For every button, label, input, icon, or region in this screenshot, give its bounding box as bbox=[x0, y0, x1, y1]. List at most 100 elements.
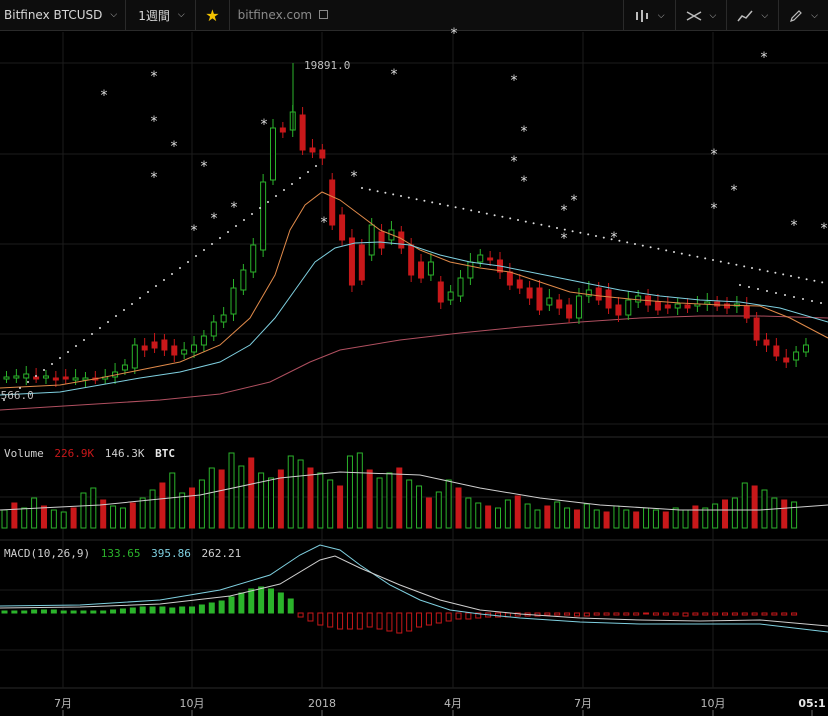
volume-bar bbox=[277, 469, 284, 529]
sar-dot bbox=[751, 267, 753, 269]
sar-dot bbox=[163, 279, 165, 281]
volume-bar bbox=[169, 472, 176, 529]
sar-dot bbox=[267, 201, 269, 203]
sar-dot bbox=[147, 291, 149, 293]
macd-bar bbox=[741, 612, 748, 616]
sar-dot bbox=[712, 259, 714, 261]
volume-bar bbox=[603, 511, 610, 529]
volume-bar bbox=[11, 502, 18, 529]
sar-dot bbox=[696, 255, 699, 258]
macd-bar bbox=[564, 612, 571, 616]
macd-bar bbox=[712, 612, 719, 616]
candle-body bbox=[654, 301, 661, 311]
pivot-star-marker: * bbox=[151, 170, 158, 186]
sar-dot bbox=[259, 207, 261, 209]
sar-dot bbox=[501, 215, 504, 218]
candle-body bbox=[704, 301, 711, 305]
sar-dot bbox=[407, 196, 410, 199]
sar-dot bbox=[195, 255, 197, 257]
macd-bar bbox=[672, 612, 679, 616]
macd-bar bbox=[1, 610, 8, 614]
candle-body bbox=[230, 287, 237, 315]
candle-body bbox=[72, 377, 79, 381]
chart-type-button[interactable]: ⌵ bbox=[622, 0, 675, 31]
fast-moving-average-line bbox=[0, 191, 828, 389]
macd-bar bbox=[346, 612, 353, 630]
compare-button[interactable]: ⌵ bbox=[674, 0, 727, 31]
candle-body bbox=[714, 301, 721, 307]
macd-bar bbox=[376, 612, 383, 630]
sar-dot bbox=[400, 195, 402, 197]
sar-dot bbox=[123, 309, 125, 311]
sar-dot bbox=[775, 292, 777, 294]
macd-bar bbox=[603, 612, 610, 616]
candle-body bbox=[625, 299, 632, 316]
macd-bar bbox=[416, 612, 423, 628]
candle-body bbox=[477, 254, 484, 263]
macd-bar bbox=[702, 612, 709, 616]
macd-bar bbox=[179, 606, 186, 614]
macd-bar bbox=[682, 612, 689, 617]
volume-bar bbox=[248, 457, 255, 529]
macd-bar bbox=[722, 612, 729, 616]
macd-bar bbox=[465, 612, 472, 620]
volume-bar bbox=[495, 507, 501, 529]
sar-dot bbox=[665, 249, 668, 252]
candle-body bbox=[793, 351, 800, 361]
volume-bar bbox=[425, 497, 432, 529]
long-moving-average-line bbox=[0, 315, 828, 411]
macd-bar bbox=[751, 612, 758, 616]
favorite-star-icon[interactable]: ★ bbox=[196, 0, 230, 31]
pivot-star-marker: * bbox=[351, 169, 358, 185]
sar-dot bbox=[649, 246, 652, 249]
volume-bar bbox=[238, 465, 245, 529]
volume-bar bbox=[40, 505, 47, 529]
candle-body bbox=[615, 304, 622, 316]
volume-bar bbox=[110, 505, 117, 529]
candle-body bbox=[566, 304, 573, 319]
macd-bar bbox=[633, 612, 640, 616]
sar-dot bbox=[107, 321, 109, 323]
sar-dot bbox=[368, 188, 371, 191]
sar-dot bbox=[139, 297, 141, 299]
volume-bar bbox=[554, 501, 561, 529]
volume-bar bbox=[1, 509, 8, 529]
sar-dot bbox=[579, 231, 582, 234]
candle-body bbox=[427, 261, 434, 276]
sar-dot bbox=[548, 225, 551, 228]
sar-dot bbox=[67, 351, 69, 353]
domain-link[interactable]: bitfinex.com bbox=[230, 0, 337, 31]
popout-icon bbox=[319, 9, 329, 19]
candle-body bbox=[220, 314, 227, 323]
macd-bar bbox=[652, 612, 659, 616]
drawing-tools-button[interactable]: ⌵ bbox=[778, 0, 828, 31]
sar-dot bbox=[415, 198, 418, 201]
volume-bar bbox=[613, 505, 620, 529]
sar-dot bbox=[563, 228, 566, 231]
volume-bar bbox=[406, 479, 413, 529]
pivot-star-marker: * bbox=[151, 69, 158, 85]
volume-bar bbox=[129, 502, 136, 529]
volume-bar bbox=[228, 452, 235, 529]
domain-label: bitfinex.com bbox=[237, 8, 313, 22]
indicators-button[interactable]: ⌵ bbox=[726, 0, 778, 31]
sar-dot bbox=[774, 271, 777, 274]
macd-bar bbox=[60, 610, 67, 614]
sar-dot bbox=[51, 363, 53, 365]
macd-bar bbox=[593, 612, 600, 616]
slow-moving-average-line bbox=[0, 241, 828, 396]
macd-bar bbox=[495, 612, 501, 618]
volume-bar bbox=[376, 477, 383, 529]
symbol-selector[interactable]: Bitfinex BTCUSD ⌵ bbox=[0, 0, 127, 31]
macd-bar bbox=[475, 612, 482, 619]
chevron-down-icon: ⌵ bbox=[110, 10, 118, 20]
candle-body bbox=[33, 376, 40, 380]
interval-selector[interactable]: 1週間 ⌵ bbox=[126, 0, 197, 31]
macd-bar bbox=[110, 609, 117, 614]
candle-body bbox=[240, 269, 247, 291]
macd-bar bbox=[544, 612, 551, 616]
volume-bar bbox=[119, 507, 126, 529]
sar-dot bbox=[99, 327, 101, 329]
volume-bar bbox=[514, 495, 521, 529]
